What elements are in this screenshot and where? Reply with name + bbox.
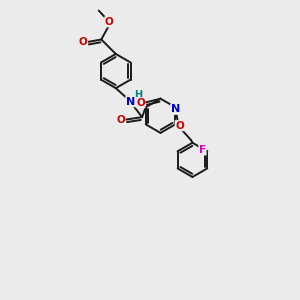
Text: O: O <box>116 115 125 125</box>
Text: O: O <box>105 17 114 27</box>
Text: F: F <box>199 145 206 155</box>
Text: N: N <box>126 97 135 106</box>
Text: O: O <box>136 98 145 108</box>
Text: H: H <box>134 90 142 100</box>
Text: O: O <box>175 121 184 131</box>
Text: O: O <box>79 37 88 47</box>
Text: N: N <box>171 104 180 114</box>
